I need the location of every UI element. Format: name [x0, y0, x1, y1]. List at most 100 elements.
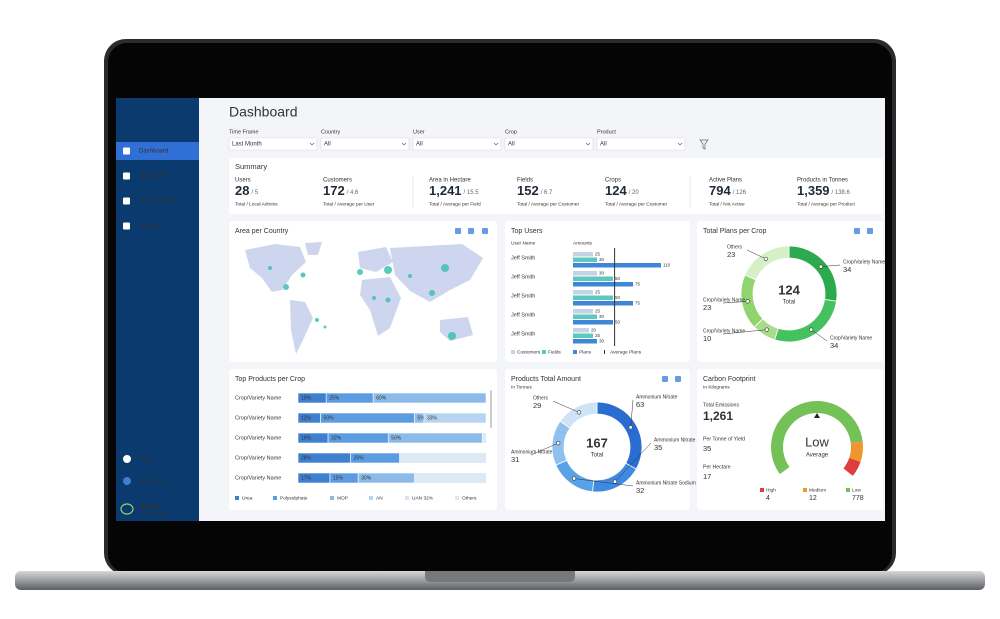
user-bar: [573, 295, 613, 300]
legend-swatch: [511, 350, 515, 354]
view-toggle[interactable]: [662, 376, 668, 382]
stat-value: 1,359/ 138.6: [797, 183, 851, 198]
filter-select[interactable]: [228, 137, 318, 151]
user-name: Jeff Smith: [511, 255, 535, 261]
map-land: [290, 300, 313, 354]
legend-swatch: [369, 496, 373, 500]
map-bubble: [385, 297, 391, 303]
stat-label: Total Emissions: [703, 402, 739, 408]
segment-label: 17%: [301, 475, 312, 481]
stat-note: Total / Average per Product: [797, 201, 855, 207]
filter-select[interactable]: [596, 137, 686, 151]
view-toggle[interactable]: [455, 228, 461, 234]
menu-icon: [123, 172, 130, 180]
user-name: Jeff Smith: [511, 274, 535, 280]
legend-swatch: [846, 488, 850, 492]
segment-label: 12%: [301, 415, 312, 421]
stat-note: Total / Local Admins: [235, 201, 278, 207]
legend-swatch: [405, 496, 409, 500]
scrollbar[interactable]: [490, 390, 492, 428]
user-bar: [573, 263, 661, 268]
dropdown-arrow: [401, 142, 407, 146]
stat-number: 794: [709, 183, 731, 198]
help-icon: [123, 455, 131, 463]
stat-value: 17: [703, 472, 711, 481]
legend-label: Customers: [517, 349, 541, 355]
filter-select[interactable]: [320, 137, 410, 151]
donut-total: 124: [778, 282, 800, 297]
active-menu[interactable]: [116, 142, 199, 160]
stat-sub: / 6.7: [541, 190, 553, 196]
product-segment: [320, 412, 415, 424]
leader-line: [530, 442, 559, 456]
map-bubble: [315, 318, 319, 322]
map-bubble: [357, 269, 363, 275]
stat-label: Per Tonne of Yield: [703, 436, 745, 442]
bar-value: 25: [595, 251, 601, 256]
filter-select[interactable]: [504, 137, 594, 151]
filter-value: All: [600, 142, 607, 148]
leader-line: [630, 399, 634, 428]
filter-value: All: [508, 142, 515, 148]
map-land: [245, 244, 306, 292]
map-bubble: [323, 325, 327, 329]
filter-label: Country: [321, 129, 341, 135]
segment-value: 10: [703, 334, 711, 343]
view-toggle[interactable]: [468, 228, 474, 234]
stat-label: Per Hectare: [703, 464, 731, 470]
menu-item: Customers: [139, 174, 168, 180]
legend-label: Others: [462, 495, 477, 501]
segment-value: 63: [636, 400, 644, 409]
menu-item: Account: [139, 224, 161, 230]
stat-value: 794/ 126: [709, 183, 747, 198]
segment-name: Ammonium Nitrate: [511, 449, 553, 455]
segment-value: 23: [727, 250, 735, 259]
view-toggle[interactable]: [482, 228, 488, 234]
page-title: Dashboard: [229, 104, 298, 120]
leader-dot: [745, 299, 750, 304]
legend-swatch: [760, 488, 764, 492]
stat-sub: / 20: [629, 190, 640, 196]
bar-value: 30: [599, 257, 605, 262]
map-land: [390, 244, 483, 302]
legend-swatch: [803, 488, 807, 492]
view-toggle[interactable]: [867, 228, 873, 234]
card-title: Top Products per Crop: [235, 376, 305, 383]
stat-value: 35: [703, 444, 711, 453]
card-title: Summary: [235, 162, 267, 171]
leader-dot: [571, 476, 577, 481]
legend-label: AN: [376, 495, 383, 501]
sidebar[interactable]: [116, 98, 199, 521]
legend-label: MOP: [337, 495, 348, 501]
brand-name: agmatix: [139, 504, 162, 510]
segment-label: 50%: [391, 435, 402, 441]
filter-select[interactable]: [412, 137, 502, 151]
filter-reset-icon[interactable]: [699, 139, 709, 150]
stat-label: Area in Hectare: [429, 178, 471, 184]
view-toggle[interactable]: [854, 228, 860, 234]
leader-line: [722, 301, 748, 304]
view-toggle[interactable]: [675, 376, 681, 382]
legend-value: 4: [766, 495, 770, 502]
dropdown-arrow: [585, 142, 591, 146]
segment-label: 60%: [376, 395, 387, 401]
stat-note: Total / Average per Customer: [517, 201, 579, 207]
leader-dot: [612, 479, 618, 484]
stat-sub: / 126: [733, 190, 747, 196]
legend-swatch: [330, 496, 334, 500]
stat-note: Total / Average per Customer: [605, 201, 667, 207]
bar-value: 110: [663, 262, 671, 267]
bar-value: 25: [595, 333, 601, 338]
leader-line: [574, 478, 634, 487]
user-bar: [573, 320, 613, 325]
gauge-arc: [843, 457, 861, 476]
map-bubble: [384, 266, 392, 274]
map-land: [358, 247, 393, 272]
filter-value: Last Month: [232, 142, 262, 148]
segment-label: 33%: [427, 415, 438, 421]
leader-line: [614, 442, 652, 482]
leader-dot: [576, 410, 582, 415]
user-bar: [573, 276, 613, 281]
bar-value: 50: [615, 319, 621, 324]
